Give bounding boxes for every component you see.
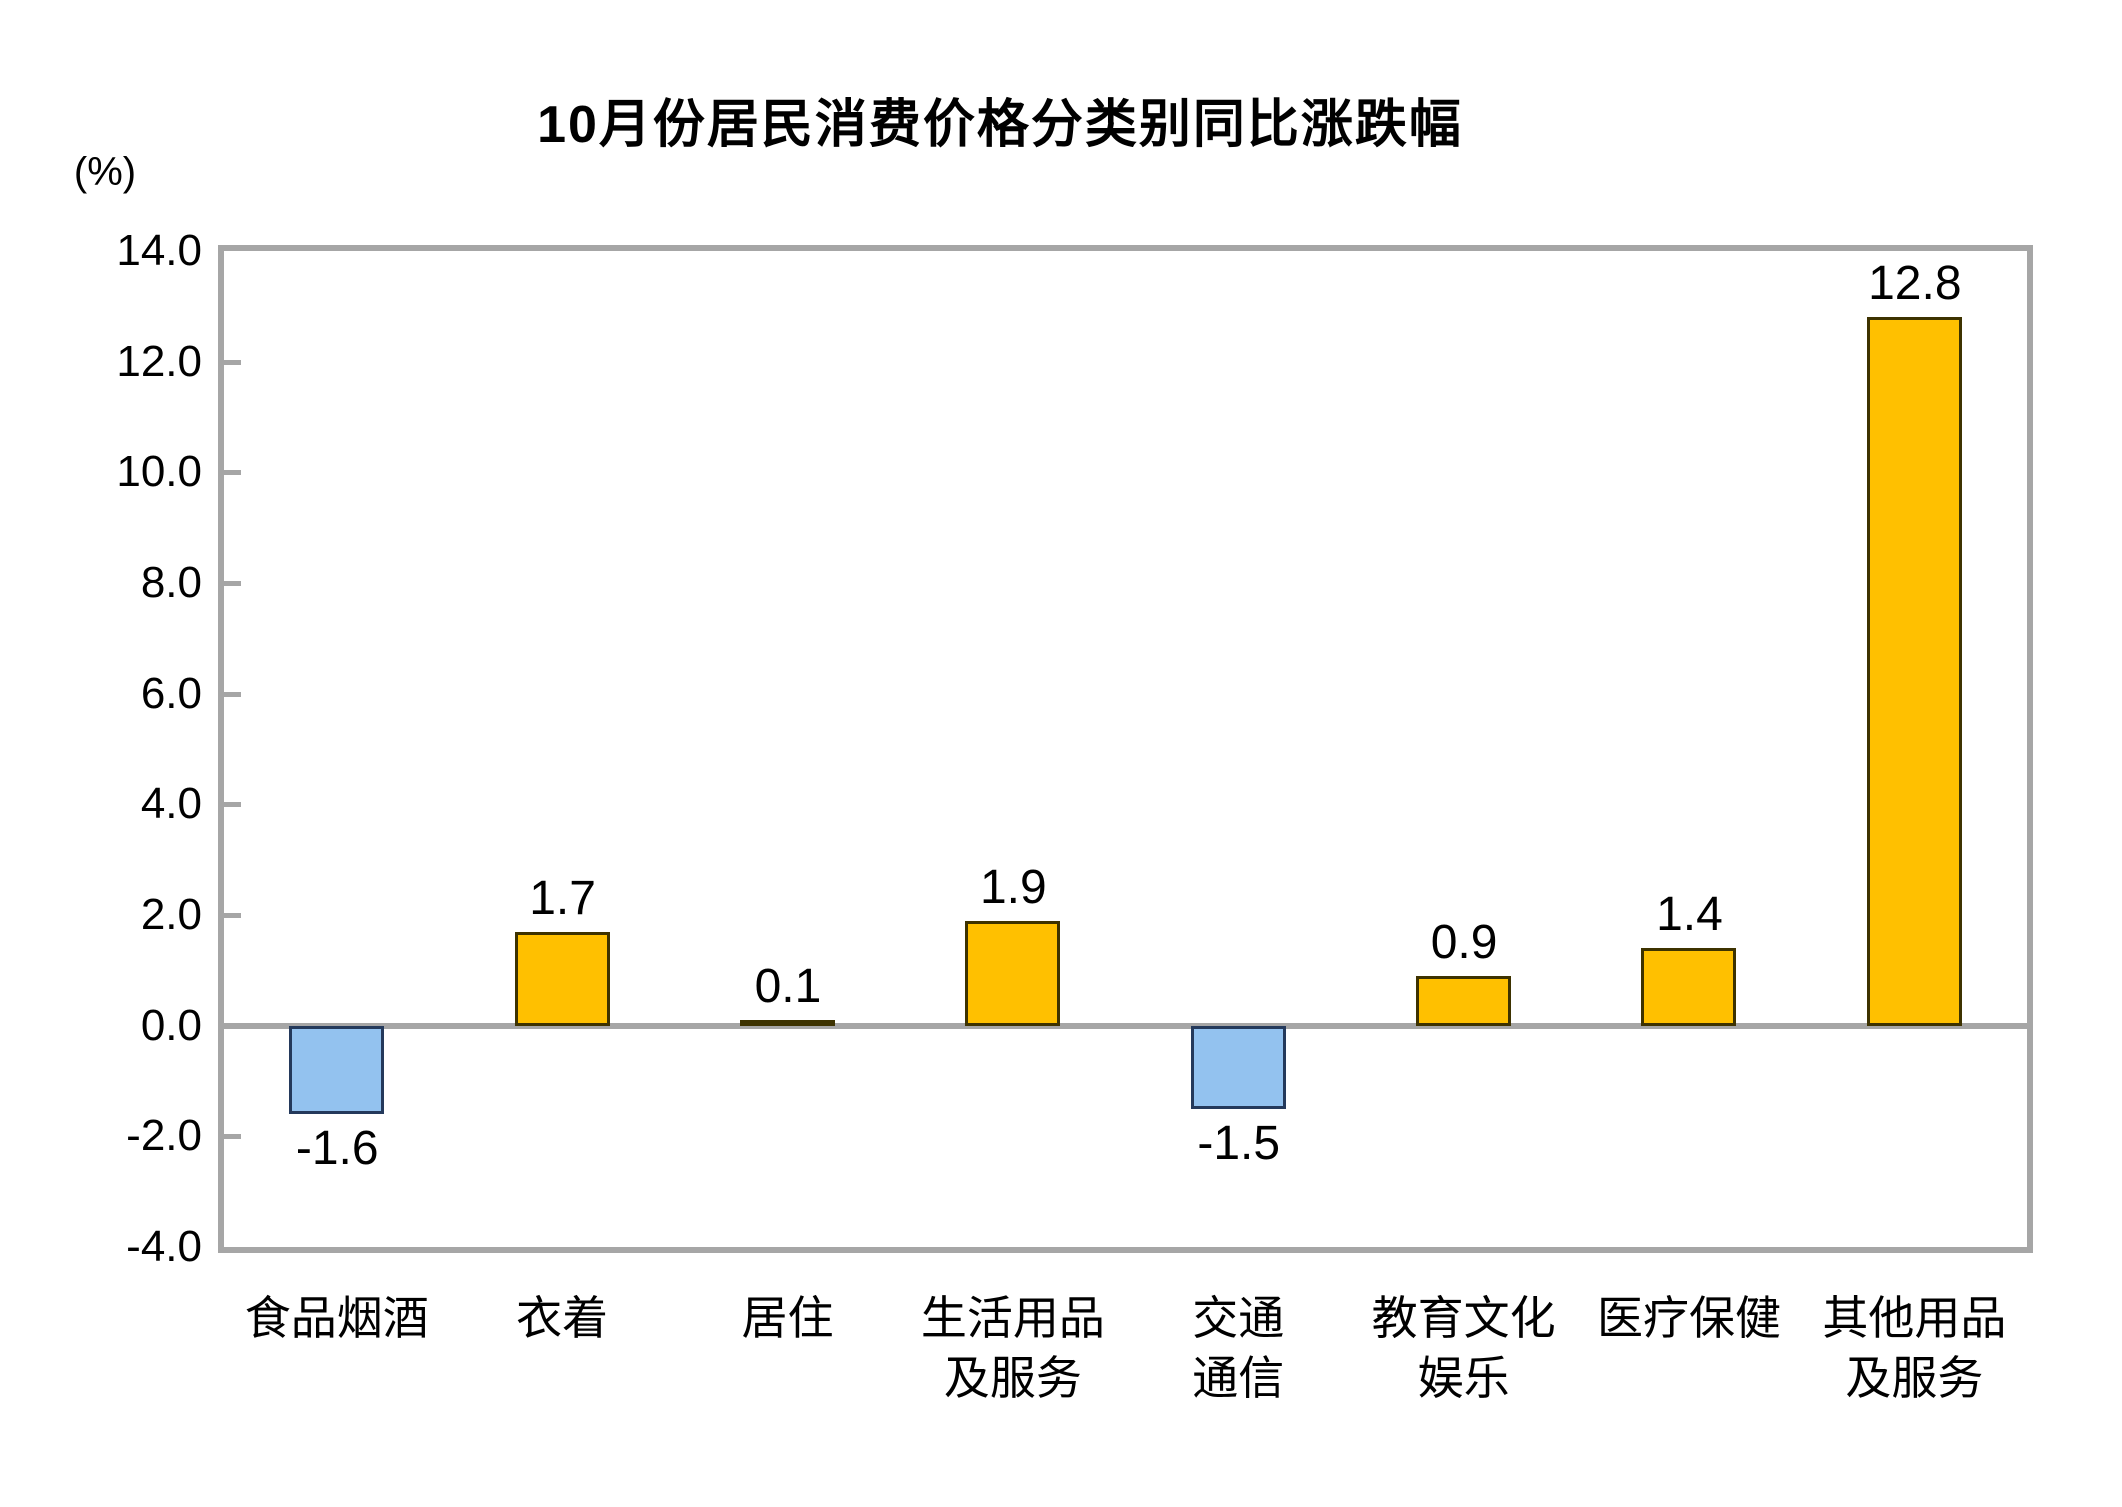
x-axis-category-label: 衣着 — [516, 1292, 609, 1344]
bar-其他用品及服务 — [1866, 317, 1962, 1026]
y-axis-tick-label: 0.0 — [140, 1000, 202, 1050]
x-axis-category-label: 其他用品 及服务 — [1822, 1292, 2007, 1404]
bar-交通通信 — [1190, 1025, 1286, 1109]
x-axis-category-label: 生活用品 及服务 — [920, 1292, 1105, 1404]
plot-area: -1.6 1.7 0.1 1.9 -1.5 0.9 1.4 12.8 — [218, 245, 2033, 1253]
y-axis-tick-mark — [224, 802, 241, 808]
x-axis-category-label: 医疗保健 — [1596, 1292, 1781, 1344]
bar-医疗保健 — [1641, 948, 1737, 1026]
y-axis-tick-label: 6.0 — [140, 668, 202, 718]
bar-value-label: -1.6 — [295, 1122, 379, 1176]
y-axis-tick-label: 14.0 — [116, 226, 202, 275]
y-axis-tick-mark — [224, 913, 241, 918]
bar-value-label: 0.9 — [1430, 915, 1498, 969]
y-axis-tick-mark — [224, 1134, 241, 1140]
bar-衣着 — [514, 931, 610, 1026]
x-axis-category-label: 居住 — [741, 1292, 834, 1344]
y-axis-tick-mark — [224, 470, 241, 476]
y-axis-tick-label: 4.0 — [140, 779, 202, 829]
bar-value-label: 1.9 — [979, 860, 1047, 914]
y-axis-tick-mark — [224, 581, 241, 586]
bar-value-label: 12.8 — [1868, 257, 1962, 311]
y-axis-tick-label: 12.0 — [116, 336, 202, 386]
y-axis-tick-label: 8.0 — [140, 558, 202, 607]
zero-axis-line — [224, 1022, 2027, 1029]
y-axis-tick-mark — [224, 359, 241, 365]
x-axis-category-label: 教育文化 娱乐 — [1371, 1292, 1556, 1404]
bar-居住 — [739, 1020, 835, 1027]
bar-教育文化娱乐 — [1416, 975, 1512, 1026]
bar-生活用品及服务 — [965, 920, 1061, 1026]
bar-value-label: -1.5 — [1197, 1116, 1281, 1170]
y-axis-tick-label: -4.0 — [126, 1222, 202, 1271]
bar-value-label: 1.7 — [529, 871, 596, 925]
y-axis-tick-label: 2.0 — [140, 890, 202, 939]
bar-value-label: 0.1 — [754, 960, 822, 1014]
bar-食品烟酒 — [289, 1025, 385, 1115]
bar-value-label: 1.4 — [1656, 888, 1723, 942]
y-axis-tick-mark — [224, 691, 241, 697]
y-axis-unit-label: (%) — [73, 150, 137, 194]
x-axis-category-label: 交通 通信 — [1192, 1292, 1285, 1404]
y-axis-tick-label: -2.0 — [126, 1111, 202, 1161]
x-axis-category-label: 食品烟酒 — [244, 1292, 429, 1344]
y-axis-tick-label: 10.0 — [116, 447, 202, 497]
chart-title: 10月份居民消费价格分类别同比涨跌幅 — [537, 96, 1463, 154]
